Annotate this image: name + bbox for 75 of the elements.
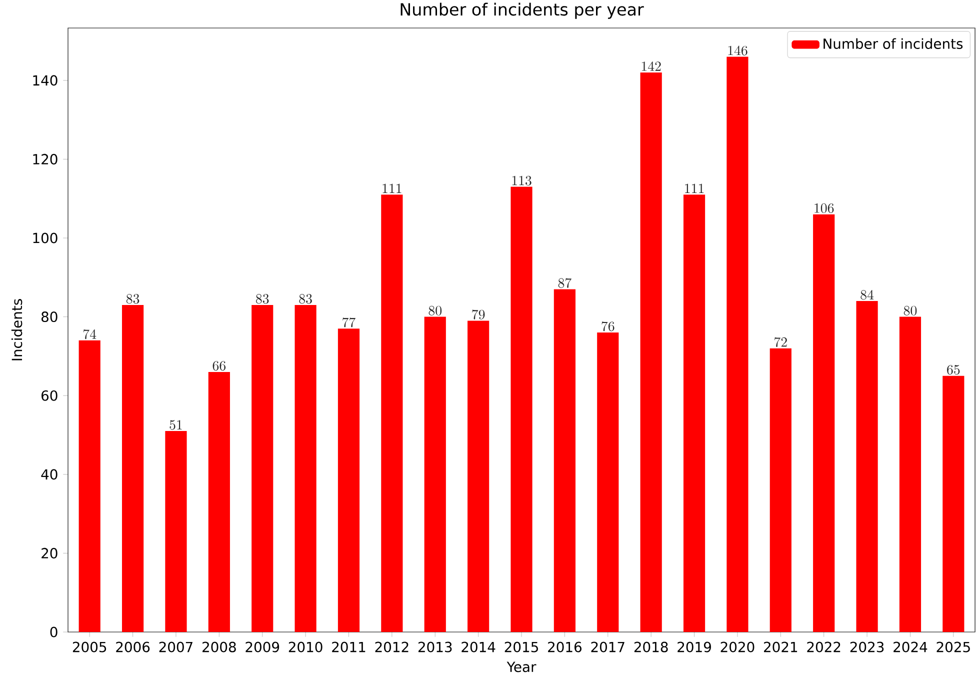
x-tick-label: 2012 [375, 642, 408, 652]
data-label: 80 [428, 306, 442, 316]
bar [597, 332, 619, 632]
x-tick-label: 2010 [288, 642, 322, 652]
data-label: 66 [212, 361, 226, 371]
bar [252, 304, 274, 632]
data-label: 51 [170, 420, 182, 430]
data-label: 72 [774, 337, 787, 347]
bar [78, 340, 100, 632]
bar [554, 289, 576, 632]
y-tick-label: 0 [50, 626, 58, 638]
bar [424, 316, 446, 632]
bar [510, 186, 532, 632]
x-axis-title: Year [506, 662, 536, 672]
y-tick-label: 40 [41, 469, 58, 480]
data-label: 76 [602, 322, 614, 332]
x-tick-label: 2013 [418, 642, 452, 652]
data-label: 80 [904, 306, 917, 316]
x-tick-label: 2016 [548, 642, 582, 652]
data-label: 111 [685, 184, 704, 193]
y-tick-label: 80 [42, 312, 58, 322]
data-label: 106 [814, 203, 834, 213]
legend-label: Number of incidents [824, 38, 963, 49]
data-label: 84 [860, 290, 874, 300]
bar [381, 194, 403, 632]
x-tick-label: 2008 [202, 642, 236, 652]
bar [640, 72, 662, 632]
data-label: 146 [728, 46, 748, 56]
x-tick-label: 2015 [504, 642, 538, 652]
bar [770, 348, 792, 632]
x-tick-label: 2025 [936, 642, 970, 652]
bar [165, 431, 187, 632]
x-tick-label: 2014 [462, 642, 496, 652]
bar [683, 194, 706, 632]
y-tick-label: 60 [42, 390, 58, 401]
data-label: 83 [299, 294, 312, 304]
bar [338, 328, 360, 632]
data-label: 65 [947, 364, 960, 375]
bar [468, 320, 490, 632]
data-label: 113 [512, 176, 532, 186]
bar [726, 56, 748, 632]
y-axis-title: Incidents [11, 299, 22, 360]
x-tick-label: 2019 [678, 642, 711, 652]
data-label: 111 [382, 184, 402, 193]
bar [856, 301, 878, 632]
y-tick-label: 120 [33, 154, 58, 164]
x-tick-label: 2020 [720, 642, 754, 652]
x-tick-label: 2023 [850, 642, 884, 652]
x-tick-label: 2007 [159, 642, 192, 652]
bar [294, 304, 316, 632]
data-label: 74 [83, 329, 96, 340]
x-tick-label: 2006 [116, 642, 150, 652]
x-tick-label: 2022 [807, 642, 840, 652]
data-label: 79 [472, 310, 485, 320]
y-tick-label: 20 [42, 548, 58, 558]
chart-title: Number of incidents per year [400, 2, 644, 19]
y-tick-label: 140 [33, 75, 58, 86]
x-tick-label: 2021 [764, 642, 798, 652]
y-tick-label: 100 [33, 232, 58, 244]
data-label: 77 [342, 318, 356, 328]
bar [208, 372, 230, 632]
x-tick-label: 2005 [72, 642, 106, 652]
x-tick-label: 2024 [894, 642, 928, 652]
bar [899, 316, 922, 632]
data-label: 83 [256, 294, 269, 304]
x-tick-label: 2011 [332, 642, 366, 652]
x-tick-label: 2009 [246, 642, 280, 652]
x-tick-label: 2017 [591, 642, 624, 652]
bar [813, 214, 835, 632]
data-label: 87 [558, 278, 572, 288]
x-tick-label: 2018 [634, 642, 668, 652]
data-label: 142 [642, 61, 661, 71]
bar [942, 376, 964, 632]
bar [122, 304, 144, 632]
data-label: 83 [126, 294, 140, 304]
